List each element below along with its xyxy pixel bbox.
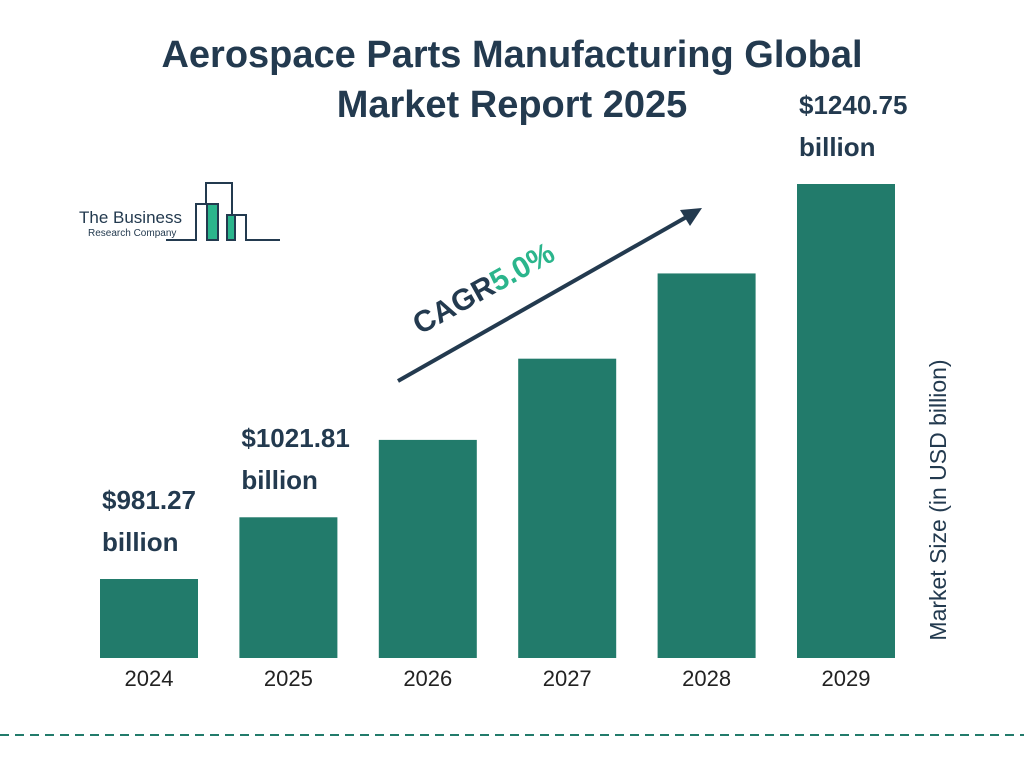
bar	[239, 517, 338, 658]
logo-subtext: Research Company	[88, 228, 176, 239]
value-label: $981.27 billion	[102, 485, 196, 557]
bar	[100, 579, 198, 658]
chart-title: Aerospace Parts Manufacturing Global Mar…	[161, 34, 863, 126]
bar	[518, 358, 617, 658]
value-label: $1240.75 billion	[799, 90, 908, 162]
logo	[166, 182, 280, 241]
x-tick-label: 2024	[125, 666, 174, 691]
x-tick-label: 2027	[543, 666, 592, 691]
arrow-head	[680, 208, 702, 226]
x-tick-label: 2028	[682, 666, 731, 691]
x-tick-label: 2029	[822, 666, 871, 691]
x-tick-label: 2025	[264, 666, 313, 691]
y-axis-label: Market Size (in USD billion)	[925, 359, 951, 640]
logo-text: The Business	[79, 208, 182, 227]
cagr: CAGR 5.0%	[407, 236, 560, 341]
bar	[657, 273, 756, 658]
value-label: $1021.81 billion	[241, 423, 350, 496]
bar	[378, 439, 477, 658]
cagr-value: 5.0%	[484, 236, 560, 298]
cagr-arrow	[397, 213, 691, 383]
x-tick-label: 2026	[403, 666, 452, 691]
bar	[797, 184, 895, 658]
